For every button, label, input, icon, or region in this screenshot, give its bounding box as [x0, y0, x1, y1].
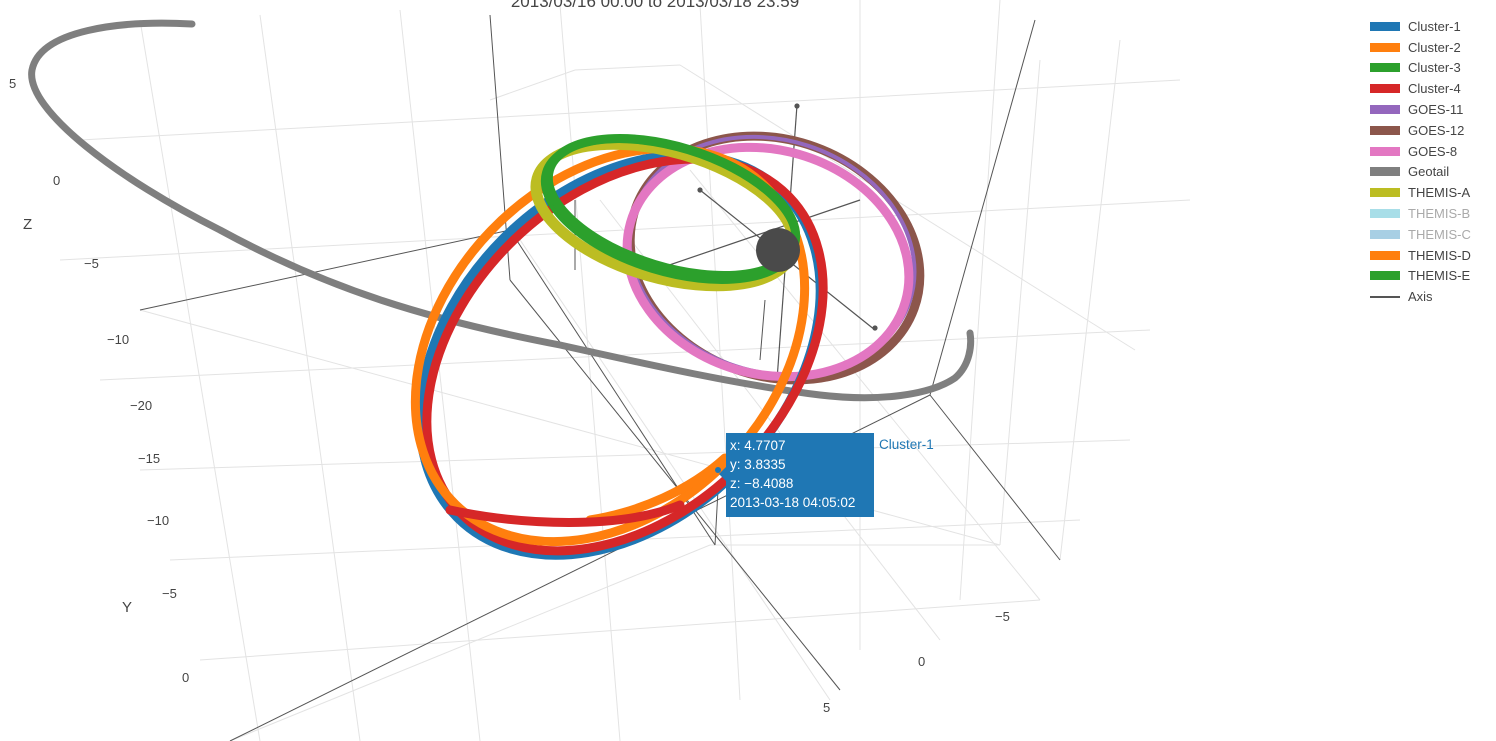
legend-item-goes-12[interactable]: GOES-12: [1370, 120, 1471, 141]
axis-trace-endpoint: [794, 103, 800, 109]
tooltip-z: z: −8.4088: [730, 476, 794, 491]
grid-line: [999, 59, 1041, 546]
legend-label: Cluster-3: [1408, 60, 1461, 76]
grid-line: [199, 599, 1041, 661]
legend-swatch: [1370, 146, 1400, 156]
legend-label: Geotail: [1408, 164, 1450, 180]
grid-line: [489, 69, 576, 101]
legend-label: THEMIS-D: [1408, 247, 1471, 263]
legend-item-themis-a[interactable]: THEMIS-A: [1370, 182, 1471, 203]
hover-tooltip: x: 4.7707 y: 3.8335 z: −8.4088 2013-03-1…: [719, 433, 874, 517]
legend-swatch: [1370, 188, 1400, 198]
legend-item-themis-b[interactable]: THEMIS-B: [1370, 203, 1471, 224]
chart-title: 2013/03/16 00:00 to 2013/03/18 23:59: [510, 0, 800, 11]
grid-line: [99, 329, 1151, 381]
tooltip-series-name: Cluster-1: [879, 437, 934, 452]
tooltip-x: x: 4.7707: [730, 438, 786, 453]
axis-trace-endpoint: [872, 325, 878, 331]
legend-swatch: [1370, 250, 1400, 260]
axis-edge: [714, 489, 719, 546]
tooltip-time: 2013-03-18 04:05:02: [730, 495, 856, 510]
z-tick-5: 5: [9, 76, 16, 91]
grid-line: [679, 64, 1136, 351]
z-axis-title: Z: [23, 216, 32, 233]
legend-swatch: [1370, 271, 1400, 281]
axis-edge: [929, 19, 1036, 396]
legend-swatch: [1370, 42, 1400, 52]
z-tick-0: 0: [53, 173, 60, 188]
grid-line: [139, 19, 261, 741]
axis-edge: [929, 394, 1061, 561]
grid-line: [139, 439, 1131, 471]
legend-item-themis-d[interactable]: THEMIS-D: [1370, 245, 1471, 266]
legend-item-themis-e[interactable]: THEMIS-E: [1370, 266, 1471, 287]
orbit-traces[interactable]: [28, 19, 975, 634]
tick-labels: 5 0 −5 −10 Z −20 −15 −10 −5 0 Y −5 0 5: [9, 76, 1010, 715]
legend-item-cluster-3[interactable]: Cluster-3: [1370, 58, 1471, 79]
legend-label: THEMIS-C: [1408, 226, 1471, 242]
legend-label: THEMIS-E: [1408, 268, 1471, 284]
legend-item-cluster-1[interactable]: Cluster-1: [1370, 16, 1471, 37]
axis-trace-line: [639, 199, 861, 276]
legend-label: Axis: [1408, 289, 1433, 305]
grid-line: [399, 9, 481, 741]
z-tick-minus-5: −5: [84, 256, 99, 271]
earth-sphere: [756, 228, 800, 272]
x-tick-0: 0: [918, 654, 925, 669]
legend-swatch: [1370, 209, 1400, 219]
legend-item-cluster-2[interactable]: Cluster-2: [1370, 37, 1471, 58]
grid-line: [229, 544, 711, 741]
legend-label: THEMIS-B: [1408, 206, 1471, 222]
grid-line: [559, 4, 621, 741]
legend-swatch: [1370, 125, 1400, 135]
y-tick-minus-15: −15: [138, 451, 160, 466]
legend-label: THEMIS-A: [1408, 185, 1471, 201]
legend-label: Cluster-4: [1408, 81, 1461, 97]
legend-label: GOES-11: [1408, 102, 1464, 118]
legend-swatch: [1370, 167, 1400, 177]
legend-label: GOES-8: [1408, 143, 1458, 159]
z-tick-minus-10: −10: [107, 332, 129, 347]
y-tick-minus-10: −10: [147, 513, 169, 528]
grid-line: [689, 169, 1041, 601]
legend-item-axis[interactable]: Axis: [1370, 286, 1471, 307]
legend-item-goes-8[interactable]: GOES-8: [1370, 141, 1471, 162]
legend-label: Cluster-1: [1408, 18, 1461, 34]
legend-swatch: [1370, 105, 1400, 115]
grid-line: [259, 14, 361, 741]
grid-line: [79, 79, 1181, 141]
y-tick-minus-20: −20: [130, 398, 152, 413]
legend-swatch: [1370, 295, 1400, 298]
axis-edge: [139, 229, 511, 311]
grid-line: [509, 224, 831, 701]
legend-label: GOES-12: [1408, 122, 1465, 138]
axis-trace-endpoint: [697, 187, 703, 193]
x-tick-5: 5: [823, 700, 830, 715]
legend-label: Cluster-2: [1408, 39, 1461, 55]
grid-line: [574, 64, 681, 71]
trace-cluster-4-segment: [445, 500, 685, 527]
grid-line: [1059, 39, 1121, 561]
legend[interactable]: Cluster-1 Cluster-2 Cluster-3 Cluster-4 GOES…: [1370, 16, 1471, 307]
legend-item-goes-11[interactable]: GOES-11: [1370, 99, 1471, 120]
trace-goes-8: [622, 142, 914, 382]
axis-box-edges: [139, 14, 1061, 741]
legend-item-themis-c[interactable]: THEMIS-C: [1370, 224, 1471, 245]
x-tick-minus-5: −5: [995, 609, 1010, 624]
legend-swatch: [1370, 84, 1400, 94]
grid-line: [699, 4, 741, 701]
legend-swatch: [1370, 21, 1400, 31]
legend-swatch: [1370, 63, 1400, 73]
tooltip-y: y: 3.8335: [730, 457, 786, 472]
legend-item-geotail[interactable]: Geotail: [1370, 162, 1471, 183]
legend-swatch: [1370, 229, 1400, 239]
y-tick-minus-5: −5: [162, 586, 177, 601]
legend-item-cluster-4[interactable]: Cluster-4: [1370, 78, 1471, 99]
grid-lines: [59, 0, 1191, 741]
y-tick-0: 0: [182, 670, 189, 685]
grid-line: [959, 0, 1001, 601]
axis-edge: [759, 299, 766, 361]
y-axis-title: Y: [122, 599, 132, 616]
